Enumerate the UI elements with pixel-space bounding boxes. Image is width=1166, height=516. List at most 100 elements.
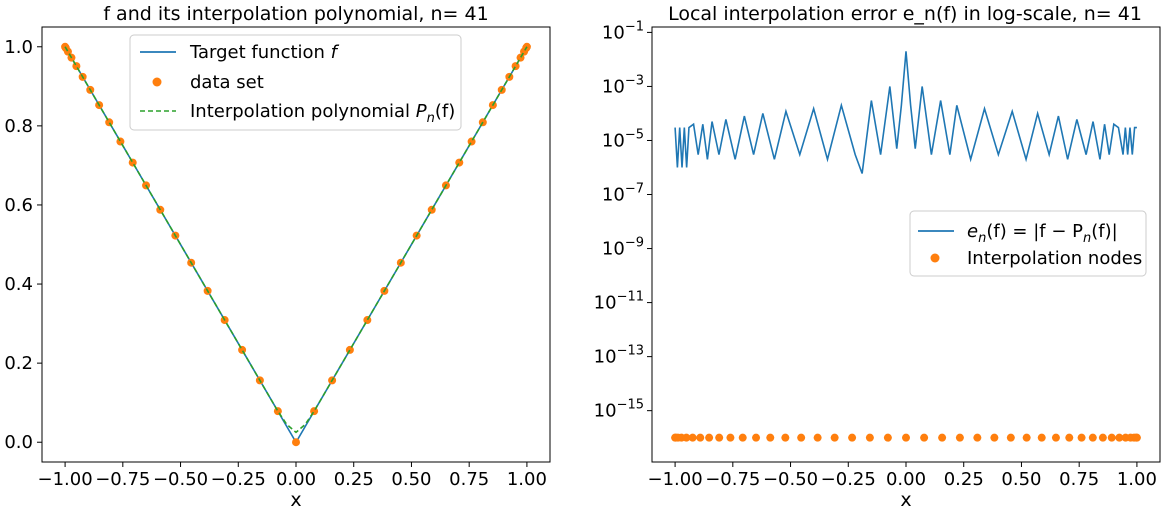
right-legend: en(f) = |f − Pn(f)| Interpolation nodes	[909, 210, 1147, 277]
right-x-tick-label: 1.00	[1117, 469, 1157, 490]
right-node-point	[1107, 433, 1116, 442]
right-y-tick-label: 10−11	[594, 290, 644, 314]
right-node-point	[883, 433, 892, 442]
right-y-tick-label: 10−9	[602, 236, 644, 260]
left-x-axis-label: x	[290, 489, 301, 511]
left-y-tick-label: 1.0	[4, 37, 33, 58]
left-x-tick-label: 0.00	[276, 469, 316, 490]
right-node-point	[715, 433, 724, 442]
left-data-point	[363, 316, 372, 325]
left-plot-area	[61, 42, 531, 447]
right-node-point	[938, 433, 947, 442]
right-node-point	[1006, 433, 1015, 442]
right-node-point	[752, 433, 761, 442]
right-node-point	[813, 433, 822, 442]
right-node-point	[973, 433, 982, 442]
right-x-tick-label: 0.25	[944, 469, 984, 490]
right-y-axis: 10−1 10−3 10−5 10−7 10−9 10−11 10−13 10−15	[594, 19, 652, 422]
right-x-tick-label: −0.75	[705, 469, 760, 490]
left-data-point	[427, 205, 436, 214]
right-node-point	[797, 433, 806, 442]
right-x-tick-label: 0.75	[1059, 469, 1099, 490]
legend-nodes-label: Interpolation nodes	[967, 248, 1142, 269]
right-node-point	[1022, 433, 1031, 442]
right-node-point	[1088, 433, 1097, 442]
left-x-axis: −1.00 −0.75 −0.50 −0.25 0.00 0.25 0.50 0.75 1.00	[38, 462, 547, 490]
right-plot-area	[671, 51, 1141, 442]
right-node-point	[902, 433, 910, 442]
right-x-tick-label: −0.50	[763, 469, 818, 490]
right-x-tick-label: −1.00	[648, 469, 703, 490]
left-x-tick-label: 0.50	[391, 469, 431, 490]
right-node-point	[726, 433, 735, 442]
right-x-tick-label: 0.50	[1001, 469, 1041, 490]
left-x-tick-label: −0.50	[153, 469, 208, 490]
right-node-point	[688, 433, 697, 442]
left-data-point	[292, 438, 300, 447]
right-error-line	[674, 51, 1137, 174]
right-x-axis: −1.00 −0.75 −0.50 −0.25 0.00 0.25 0.50 0.75 1.00	[648, 462, 1157, 490]
right-node-point	[781, 433, 790, 442]
left-y-tick-label: 0.6	[4, 195, 33, 216]
right-node-point	[705, 433, 714, 442]
right-node-point	[865, 433, 874, 442]
left-x-tick-label: 1.00	[507, 469, 547, 490]
left-x-tick-label: 0.75	[449, 469, 489, 490]
right-node-point	[920, 433, 929, 442]
legend-data-swatch	[152, 77, 162, 87]
right-x-tick-label: 0.00	[886, 469, 926, 490]
left-y-tick-label: 0.8	[4, 116, 33, 137]
right-node-point	[990, 433, 999, 442]
right-legend-box	[909, 210, 1147, 277]
left-chart: f and its interpolation polynomial, n= 4…	[4, 3, 551, 511]
left-legend-box	[129, 34, 462, 131]
left-x-tick-label: 0.25	[334, 469, 374, 490]
left-chart-title: f and its interpolation polynomial, n= 4…	[103, 3, 488, 25]
legend-data-label: data set	[190, 72, 264, 93]
right-y-tick-label: 10−3	[602, 73, 644, 97]
right-node-point	[696, 433, 705, 442]
left-legend: Target function f data set Interpolation…	[129, 34, 462, 131]
left-y-tick-label: 0.4	[4, 274, 33, 295]
left-data-point	[511, 62, 520, 71]
right-node-point	[1051, 433, 1060, 442]
left-data-point	[105, 118, 114, 127]
right-node-point	[955, 433, 964, 442]
right-node-point	[1115, 433, 1124, 442]
left-x-tick-label: −0.75	[95, 469, 150, 490]
left-y-tick-label: 0.0	[4, 432, 33, 453]
left-series-line-2	[64, 46, 528, 434]
right-y-tick-label: 10−7	[602, 182, 644, 206]
left-y-axis: 0.0 0.2 0.4 0.6 0.8 1.0	[4, 37, 42, 453]
right-node-point	[830, 433, 839, 442]
right-chart: Local interpolation error e_n(f) in log-…	[594, 3, 1161, 511]
right-node-point	[766, 433, 775, 442]
right-node-point	[682, 433, 691, 442]
left-data-point	[72, 62, 81, 71]
legend-nodes-swatch	[930, 253, 940, 263]
right-x-axis-label: x	[900, 489, 911, 511]
right-node-point	[1065, 433, 1074, 442]
left-y-tick-label: 0.2	[4, 353, 33, 374]
legend-target-label: Target function f	[189, 42, 340, 63]
right-y-tick-label: 10−5	[602, 127, 644, 151]
right-chart-title: Local interpolation error e_n(f) in log-…	[668, 3, 1142, 25]
right-node-point	[1077, 433, 1086, 442]
right-node-point	[1132, 433, 1141, 442]
left-data-point	[128, 158, 137, 167]
right-node-point	[848, 433, 857, 442]
left-data-point	[467, 137, 476, 146]
legend-error-label: en(f) = |f − Pn(f)|	[967, 221, 1118, 246]
right-y-tick-label: 10−15	[594, 398, 644, 422]
right-node-point	[738, 433, 747, 442]
left-data-point	[345, 345, 354, 354]
left-data-point	[238, 345, 247, 354]
legend-poly-label: Interpolation polynomial Pn(f)	[190, 101, 455, 126]
left-x-tick-label: −1.00	[38, 469, 93, 490]
right-y-tick-label: 10−1	[602, 19, 644, 43]
right-node-point	[1098, 433, 1107, 442]
left-data-point	[455, 158, 464, 167]
right-y-tick-label: 10−13	[594, 344, 644, 368]
left-data-point	[116, 137, 125, 146]
